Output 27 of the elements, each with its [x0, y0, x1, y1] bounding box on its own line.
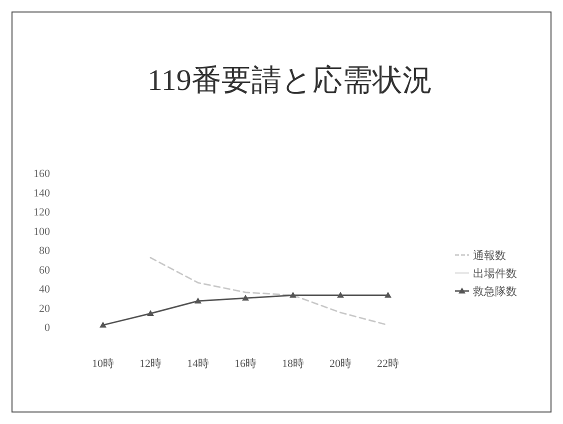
y-tick-label: 40	[39, 284, 50, 296]
point	[242, 294, 249, 301]
y-tick-label: 100	[34, 226, 50, 238]
y-tick-label: 0	[44, 322, 50, 334]
legend-label: 通報数	[473, 249, 506, 262]
point	[194, 298, 202, 304]
x-tick-label: 10時	[92, 357, 114, 370]
x-tick-label: 20時	[330, 357, 352, 370]
point	[384, 292, 392, 298]
x-tick-label: 12時	[140, 357, 162, 370]
chart-title: 119番要請と応需状況	[148, 64, 432, 97]
point	[290, 292, 296, 298]
x-tick-label: 18時	[282, 357, 304, 370]
y-tick-label: 60	[39, 264, 50, 276]
point	[147, 310, 154, 316]
legend-label: 出場件数	[473, 267, 517, 280]
point	[337, 292, 344, 298]
x-tick-label: 14時	[187, 357, 209, 370]
x-tick-label: 22時	[377, 357, 399, 370]
y-tick-label: 160	[34, 168, 50, 180]
point	[100, 322, 106, 328]
y-tick-label: 80	[39, 245, 50, 257]
x-tick-label: 16時	[234, 357, 256, 370]
y-tick-label: 120	[34, 206, 50, 218]
legend-label: 救急隊数	[472, 285, 517, 298]
y-tick-label: 20	[39, 302, 50, 315]
y-tick-label: 140	[34, 187, 50, 200]
